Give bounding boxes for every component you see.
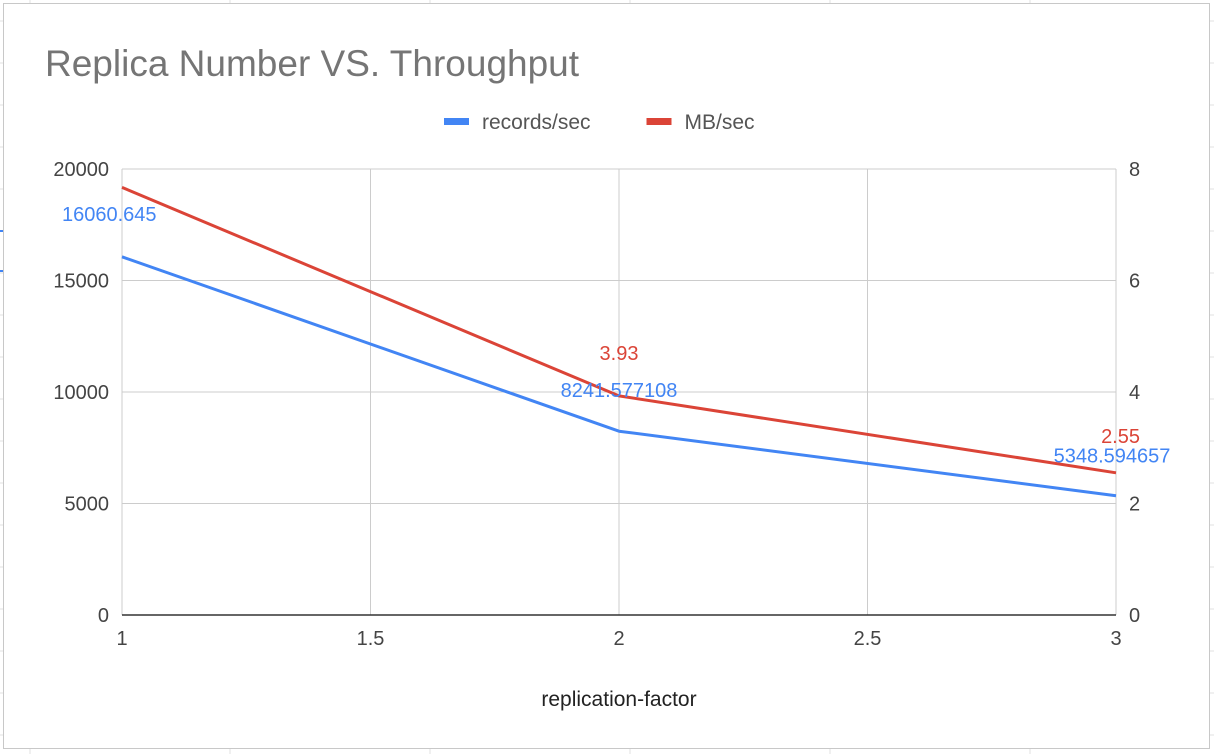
sheet-selection-marker xyxy=(0,270,4,272)
y2-tick-label: 6 xyxy=(1129,271,1140,293)
y2-tick-label: 0 xyxy=(1129,605,1140,627)
legend-swatch xyxy=(646,118,672,125)
y2-tick-label: 8 xyxy=(1129,159,1140,181)
y-tick-label: 20000 xyxy=(53,159,109,181)
legend-label: records/sec xyxy=(482,111,591,134)
chart-container[interactable]: 16060.645 8241.577108 5348.594657 3.93 2.55 … xyxy=(3,3,1210,749)
x-tick-label: 1.5 xyxy=(357,628,385,650)
data-label: 16060.645 xyxy=(62,204,157,226)
data-label: 3.93 xyxy=(600,343,639,365)
chart-title: Replica Number VS. Throughput xyxy=(45,43,580,84)
data-label: 2.55 xyxy=(1101,426,1140,448)
legend: records/sec MB/sec xyxy=(444,111,755,134)
y2-tick-label: 4 xyxy=(1129,382,1140,404)
x-tick-label: 2.5 xyxy=(854,628,882,650)
data-label: 8241.577108 xyxy=(561,380,678,402)
legend-label: MB/sec xyxy=(685,111,755,134)
x-tick-label: 2 xyxy=(613,628,624,650)
x-tick-label: 3 xyxy=(1110,628,1121,650)
y-tick-label: 0 xyxy=(98,605,109,627)
x-axis-title: replication-factor xyxy=(541,688,696,711)
sheet-selection-marker xyxy=(0,230,4,232)
series-line-mb-sec xyxy=(121,186,1117,475)
data-labels: 16060.645 8241.577108 5348.594657 3.93 2.55 xyxy=(62,204,1170,468)
legend-swatch xyxy=(444,118,469,125)
x-tick-label: 1 xyxy=(116,628,127,650)
y-tick-label: 15000 xyxy=(53,271,109,293)
y2-tick-label: 2 xyxy=(1129,494,1140,516)
series-lines xyxy=(121,186,1117,498)
y-tick-label: 10000 xyxy=(53,382,109,404)
line-chart: 16060.6458241.5771085348.5946573.932.55 … xyxy=(45,43,1170,711)
series-line-records-sec xyxy=(121,255,1117,498)
axes: 0 5000 10000 15000 20000 0 2 4 6 8 1 1.5 2 2.5 3 xyxy=(53,159,1140,650)
data-label: 5348.594657 xyxy=(1054,446,1171,468)
gridlines xyxy=(121,168,1117,615)
y-tick-label: 5000 xyxy=(65,494,110,516)
